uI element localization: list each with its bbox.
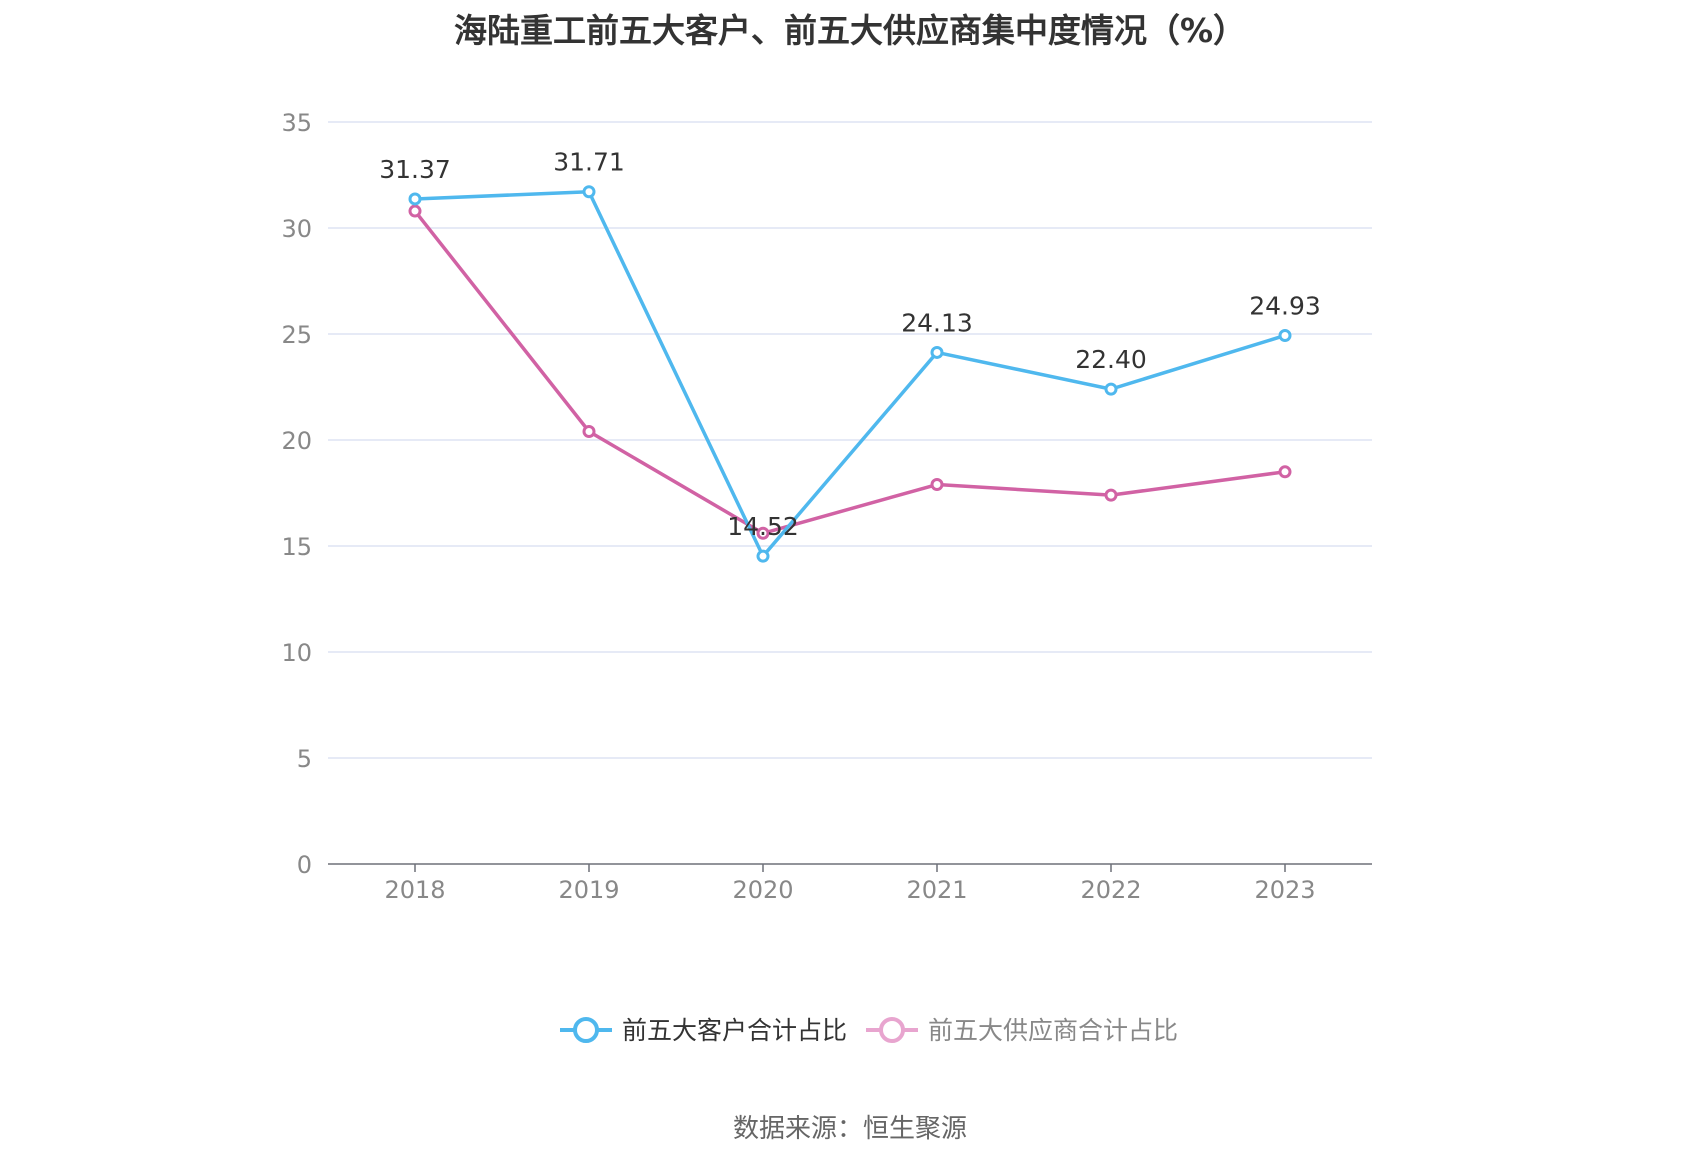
data-labels: 31.37 31.71 14.52 24.13 22.40 24.93	[379, 148, 1321, 541]
data-point[interactable]	[1278, 465, 1292, 479]
data-point[interactable]	[1104, 488, 1118, 502]
series-lines	[408, 185, 1292, 563]
y-tick-label: 20	[281, 427, 312, 455]
x-tick-label: 2021	[906, 876, 967, 904]
chart-title: 海陆重工前五大客户、前五大供应商集中度情况（%）	[453, 11, 1247, 50]
data-point[interactable]	[1104, 382, 1118, 396]
data-label: 31.37	[379, 155, 451, 184]
series-line-0	[414, 189, 1286, 558]
data-point[interactable]	[756, 526, 770, 540]
legend-marker[interactable]	[879, 1017, 905, 1043]
legend-marker[interactable]	[573, 1017, 599, 1043]
data-label: 14.52	[727, 512, 799, 541]
grid-lines	[328, 121, 1372, 759]
y-tick-label: 35	[281, 109, 312, 137]
data-point[interactable]	[582, 185, 596, 199]
data-label: 31.71	[553, 148, 625, 177]
legend-label[interactable]: 前五大客户合计占比	[622, 1016, 847, 1045]
x-axis: 2018 2019 2020 2021 2022 2023	[328, 863, 1372, 904]
x-tick-label: 2019	[558, 876, 619, 904]
data-point[interactable]	[1278, 328, 1292, 342]
data-source: 数据来源：恒生聚源	[732, 1114, 967, 1144]
data-label: 22.40	[1075, 345, 1147, 374]
y-tick-label: 25	[281, 321, 312, 349]
y-tick-label: 15	[281, 533, 312, 561]
data-point[interactable]	[408, 204, 422, 218]
x-tick-label: 2023	[1254, 876, 1315, 904]
data-point[interactable]	[930, 345, 944, 359]
x-tick-label: 2018	[384, 876, 445, 904]
x-tick-label: 2020	[732, 876, 793, 904]
data-point[interactable]	[756, 549, 770, 563]
data-point[interactable]	[408, 192, 422, 206]
x-tick-label: 2022	[1080, 876, 1141, 904]
data-label: 24.93	[1249, 291, 1321, 320]
series-line-1	[413, 209, 1286, 536]
data-point[interactable]	[930, 478, 944, 492]
y-tick-label: 30	[281, 215, 312, 243]
y-tick-label: 5	[297, 745, 312, 773]
legend-label[interactable]: 前五大供应商合计占比	[928, 1016, 1178, 1045]
y-tick-label: 0	[297, 851, 312, 879]
data-label: 24.13	[901, 308, 973, 337]
data-point[interactable]	[582, 425, 596, 439]
y-tick-label: 10	[281, 639, 312, 667]
legend: 前五大客户合计占比 前五大供应商合计占比	[560, 1016, 1178, 1045]
y-axis: 0 5 10 15 20 25 30 35	[281, 109, 312, 879]
